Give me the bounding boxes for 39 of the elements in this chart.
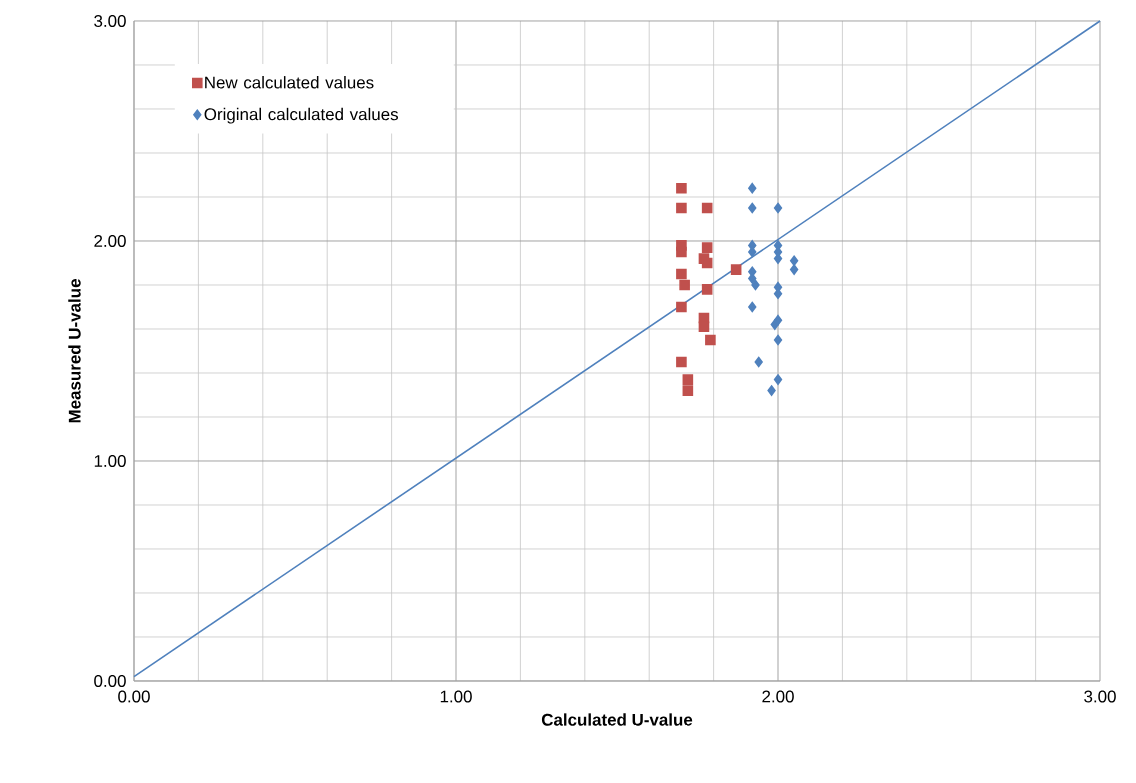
point bbox=[754, 356, 763, 368]
point bbox=[767, 385, 776, 396]
point bbox=[705, 334, 716, 346]
x-axis-title: Calculated U-value bbox=[541, 713, 693, 726]
point bbox=[676, 246, 687, 258]
point bbox=[682, 385, 694, 396]
point bbox=[748, 182, 757, 194]
legend-label: Original calculated values bbox=[204, 107, 398, 124]
point bbox=[676, 202, 687, 214]
point bbox=[789, 264, 799, 275]
point bbox=[679, 279, 690, 291]
point bbox=[676, 268, 687, 280]
point bbox=[701, 242, 713, 253]
legend-label: New calculated values bbox=[205, 76, 374, 89]
point bbox=[770, 319, 779, 330]
point bbox=[698, 321, 710, 333]
point bbox=[676, 301, 687, 313]
point bbox=[773, 202, 783, 214]
point bbox=[751, 279, 760, 291]
y-tick-label: 0.00 bbox=[94, 674, 126, 687]
y-tick-label: 2.00 bbox=[94, 234, 126, 247]
point bbox=[773, 374, 783, 385]
point bbox=[701, 284, 713, 295]
point bbox=[773, 334, 783, 346]
point bbox=[730, 264, 742, 275]
y-tick-label: 3.00 bbox=[94, 14, 126, 27]
point bbox=[682, 374, 694, 385]
x-tick-label: 1.00 bbox=[440, 690, 472, 703]
point bbox=[701, 202, 713, 214]
y-axis-title: Measured U-value bbox=[68, 279, 81, 423]
x-tick-label: 2.00 bbox=[762, 690, 794, 703]
y-tick-label: 1.00 bbox=[94, 454, 126, 467]
point bbox=[676, 182, 687, 194]
x-tick-label: 0.00 bbox=[118, 690, 150, 703]
point bbox=[748, 202, 757, 214]
point bbox=[676, 356, 687, 368]
point bbox=[701, 257, 713, 269]
point bbox=[748, 301, 757, 313]
x-tick-label: 3.00 bbox=[1084, 690, 1116, 703]
